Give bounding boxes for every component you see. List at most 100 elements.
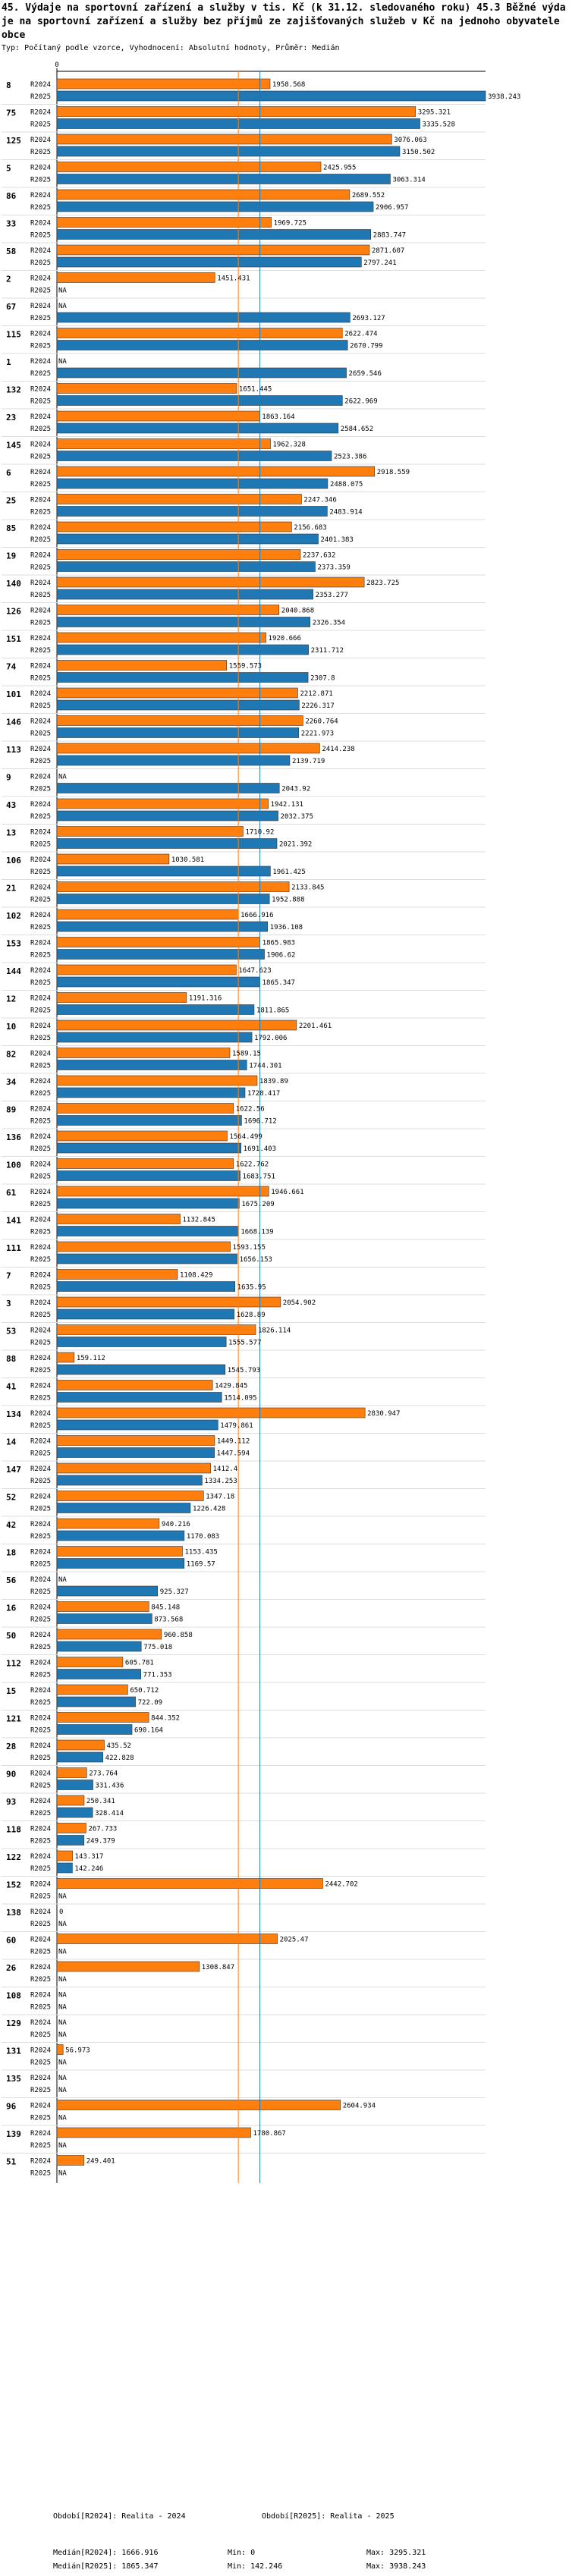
series-label: R2025 xyxy=(30,259,51,267)
bar-r2024 xyxy=(56,909,239,920)
category-label: 146 xyxy=(6,718,21,727)
series-label: R2025 xyxy=(30,1893,51,1901)
data-label: 1635.95 xyxy=(237,1284,266,1292)
bar-r2024 xyxy=(56,272,215,283)
data-label: 1108.429 xyxy=(180,1272,212,1280)
category-label: 101 xyxy=(6,690,21,699)
bar-r2025 xyxy=(56,949,265,960)
data-label: 273.764 xyxy=(89,1770,118,1778)
data-label: 2414.238 xyxy=(322,746,354,753)
series-label: R2024 xyxy=(30,303,51,310)
bar-r2025 xyxy=(56,1835,85,1846)
data-label: 1811.865 xyxy=(256,1007,289,1015)
category-label: 67 xyxy=(6,302,16,312)
bar-r2025 xyxy=(56,451,332,461)
series-label: R2025 xyxy=(30,1976,51,1984)
bar-r2025 xyxy=(56,1337,227,1347)
data-label: 1593.155 xyxy=(233,1244,266,1252)
data-label: 2659.546 xyxy=(349,370,382,378)
bar-r2025 xyxy=(56,312,351,323)
data-label: 1728.417 xyxy=(247,1090,280,1098)
bar-r2025 xyxy=(56,1170,240,1181)
na-label: NA xyxy=(58,1976,67,1984)
data-label: 2523.386 xyxy=(334,454,366,461)
na-label: NA xyxy=(58,358,67,366)
series-label: R2025 xyxy=(30,1921,51,1928)
bar-r2025 xyxy=(56,1558,185,1569)
bar-r2025 xyxy=(56,1447,215,1458)
series-label: R2024 xyxy=(30,635,51,642)
series-label: R2025 xyxy=(30,620,51,627)
bar-r2025 xyxy=(56,367,347,379)
bar-r2024 xyxy=(56,798,269,809)
series-label: R2024 xyxy=(30,1632,51,1639)
series-label: R2024 xyxy=(30,1604,51,1612)
series-label: R2024 xyxy=(30,2130,51,2138)
data-label: 2237.632 xyxy=(303,552,335,560)
category-label: 6 xyxy=(6,468,11,478)
data-label: 2425.955 xyxy=(323,165,356,172)
data-label: 1952.888 xyxy=(272,897,304,904)
data-label: 844.352 xyxy=(151,1715,180,1723)
series-label: R2024 xyxy=(30,2047,51,2055)
data-label: 771.353 xyxy=(143,1672,172,1679)
data-label: 250.341 xyxy=(86,1798,115,1805)
series-label: R2025 xyxy=(30,1588,51,1596)
series-label: R2024 xyxy=(30,1937,51,1944)
data-label: 650.712 xyxy=(130,1687,159,1695)
series-label: R2024 xyxy=(30,2158,51,2166)
data-label: 2139.719 xyxy=(292,758,325,765)
category-label: 88 xyxy=(6,1354,16,1364)
data-label: 1792.006 xyxy=(254,1035,287,1042)
bar-r2025 xyxy=(56,256,362,268)
data-label: 56.973 xyxy=(65,2047,90,2055)
series-label: R2024 xyxy=(30,2103,51,2110)
bar-r2024 xyxy=(56,826,244,837)
category-label: 75 xyxy=(6,108,16,118)
bar-r2024 xyxy=(56,1601,149,1612)
bar-r2024 xyxy=(56,549,301,560)
series-label: R2025 xyxy=(30,1506,51,1513)
series-label: R2025 xyxy=(30,1838,51,1846)
series-label: R2024 xyxy=(30,1494,51,1501)
series-label: R2024 xyxy=(30,1051,51,1058)
series-label: R2025 xyxy=(30,1644,51,1651)
category-label: 23 xyxy=(6,413,16,423)
bar-r2024 xyxy=(56,1934,278,1944)
category-label: 9 xyxy=(6,773,11,783)
bar-r2025 xyxy=(56,672,309,683)
category-label: 3 xyxy=(6,1299,11,1308)
category-label: 147 xyxy=(6,1465,21,1475)
data-label: 328.414 xyxy=(95,1810,124,1817)
category-label: 85 xyxy=(6,523,16,533)
data-label: 2260.764 xyxy=(305,718,338,726)
series-label: R2024 xyxy=(30,137,51,144)
series-label: R2024 xyxy=(30,358,51,366)
series-label: R2025 xyxy=(30,1561,51,1569)
series-label: R2024 xyxy=(30,1798,51,1805)
category-label: 131 xyxy=(6,2047,21,2056)
category-label: 90 xyxy=(6,1770,16,1780)
series-label: R2024 xyxy=(30,1078,51,1085)
series-label: R2024 xyxy=(30,192,51,199)
bar-r2025 xyxy=(56,727,300,738)
chart-subtitle: Typ: Počítaný podle vzorce, Vyhodnocení:… xyxy=(2,44,340,52)
series-label: R2025 xyxy=(30,1755,51,1762)
category-label: 10 xyxy=(6,1022,16,1032)
category-label: 2 xyxy=(6,275,11,284)
data-label: 2670.799 xyxy=(350,343,382,350)
chart-title: 45. Výdaje na sportovní zařízení a služb… xyxy=(2,2,566,41)
data-label: 1675.209 xyxy=(241,1201,274,1208)
series-label: R2025 xyxy=(30,1810,51,1817)
bar-r2024 xyxy=(56,494,302,504)
series-label: R2024 xyxy=(30,884,51,892)
series-label: R2025 xyxy=(30,675,51,683)
series-label: R2024 xyxy=(30,1770,51,1778)
bar-r2024 xyxy=(56,1241,231,1252)
category-label: 121 xyxy=(6,1714,21,1724)
bar-r2025 xyxy=(56,506,328,517)
series-label: R2025 xyxy=(30,786,51,793)
series-label: R2025 xyxy=(30,204,51,212)
category-label: 58 xyxy=(6,247,16,256)
bar-r2024 xyxy=(56,1103,234,1114)
